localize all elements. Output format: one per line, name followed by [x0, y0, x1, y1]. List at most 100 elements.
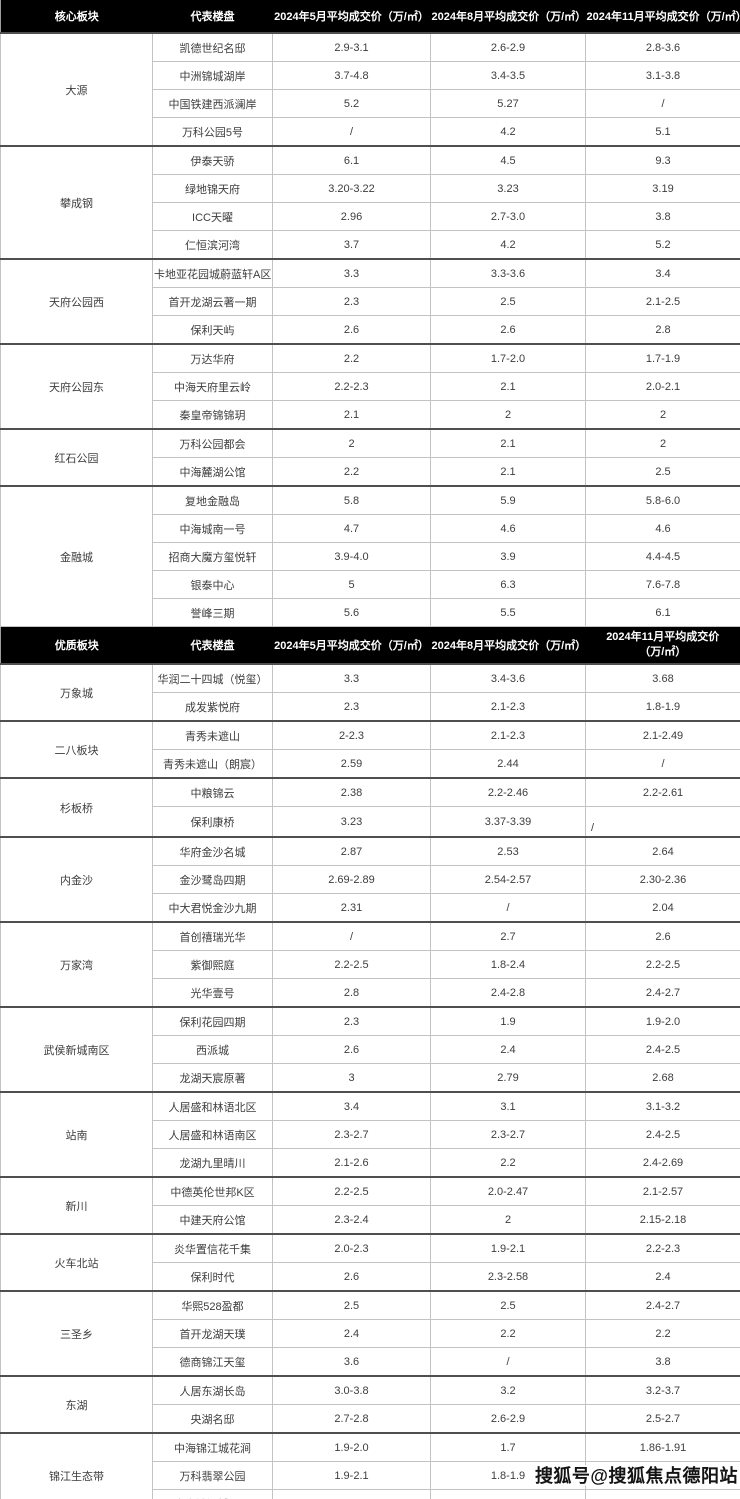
- price-cell-nov: 3.8: [585, 1347, 740, 1377]
- area-cell: 内金沙: [0, 836, 153, 923]
- price-cell-nov: 3.1-3.8: [585, 61, 740, 90]
- price-cell-may: 6.1: [272, 145, 431, 175]
- price-cell-may: 2.3: [272, 1006, 431, 1036]
- price-cell-aug: 1.9-2.1: [430, 1233, 586, 1263]
- price-cell-aug: 2.7-3.0: [430, 202, 586, 231]
- column-header: 2024年5月平均成交价（万/㎡）: [272, 627, 431, 664]
- column-header: 核心板块: [0, 0, 153, 33]
- price-cell-may: 5: [272, 570, 431, 599]
- building-cell: 卡地亚花园城蔚蓝轩A区: [152, 258, 273, 288]
- price-cell-may: 5.2: [272, 89, 431, 118]
- price-cell-nov: 2.04: [585, 893, 740, 923]
- price-cell-aug: 2.1-2.3: [430, 720, 586, 750]
- building-cell: 人居盛和林语北区: [152, 1091, 273, 1121]
- price-cell-nov: 1.8-1.9: [585, 692, 740, 722]
- price-cell-aug: 1.7: [430, 1432, 586, 1462]
- price-cell-aug: 2.6-2.9: [430, 32, 586, 62]
- building-cell: 首开龙湖天璞: [152, 1319, 273, 1348]
- building-cell: 成发紫悦府: [152, 692, 273, 722]
- price-cell-aug: 3.9: [430, 542, 586, 571]
- price-cell-nov: 6.1: [585, 598, 740, 627]
- price-cell-aug: 5.9: [430, 485, 586, 515]
- building-cell: ICC天曜: [152, 202, 273, 231]
- price-cell-nov: 2.4-2.7: [585, 1290, 740, 1320]
- price-cell-nov: 5.2: [585, 230, 740, 260]
- building-cell: 首开龙湖云著一期: [152, 287, 273, 316]
- column-header: 2024年11月平均成交价（万/㎡）: [585, 0, 740, 33]
- area-cell: 天府公园东: [0, 343, 153, 430]
- price-cell-aug: 3.23: [430, 174, 586, 203]
- price-cell-nov: 2.4-2.5: [585, 1120, 740, 1149]
- column-header: 优质板块: [0, 627, 153, 664]
- building-cell: 人居东湖长岛: [152, 1375, 273, 1405]
- price-cell-nov: /: [585, 749, 740, 779]
- price-cell-nov: 1.7-1.9: [585, 343, 740, 373]
- price-cell-may: 2.2-2.5: [272, 950, 431, 979]
- building-cell: 中海锦江城花涧: [152, 1432, 273, 1462]
- price-cell-nov: 2.5-2.7: [585, 1404, 740, 1434]
- price-cell-aug: 2.44: [430, 749, 586, 779]
- price-cell-may: 3.23: [272, 806, 431, 838]
- price-cell-nov: 3.19: [585, 174, 740, 203]
- price-cell-aug: 1.5-1.6: [430, 1489, 586, 1499]
- building-cell: 华府金沙名城: [152, 836, 273, 866]
- price-cell-aug: 3.4-3.6: [430, 663, 586, 693]
- price-cell-aug: 2.79: [430, 1063, 586, 1093]
- building-cell: 保利康桥: [152, 806, 273, 838]
- price-cell-aug: 2.3-2.7: [430, 1120, 586, 1149]
- building-cell: 保利天屿: [152, 315, 273, 345]
- price-cell-aug: 2.6: [430, 315, 586, 345]
- price-cell-may: 2.0-2.3: [272, 1233, 431, 1263]
- price-cell-aug: 2.0-2.47: [430, 1176, 586, 1206]
- price-cell-nov: 2.8-3.6: [585, 32, 740, 62]
- price-cell-aug: 2.6-2.9: [430, 1404, 586, 1434]
- price-cell-aug: 2: [430, 1205, 586, 1235]
- price-cell-may: 2.9-3.1: [272, 32, 431, 62]
- price-cell-nov: /: [585, 806, 740, 838]
- price-cell-may: 2.69-2.89: [272, 865, 431, 894]
- building-cell: 中国铁建西派澜岸: [152, 89, 273, 118]
- price-cell-nov: 4.4-4.5: [585, 542, 740, 571]
- price-cell-may: 2.1-2.6: [272, 1148, 431, 1178]
- building-cell: 青秀未遮山: [152, 720, 273, 750]
- price-cell-nov: 5.1: [585, 117, 740, 147]
- price-cell-may: 2.7-2.8: [272, 1404, 431, 1434]
- price-cell-nov: 3.68: [585, 663, 740, 693]
- building-cell: 中海锦江城云熙: [152, 1489, 273, 1499]
- building-cell: 秦皇帝锦锦玥: [152, 400, 273, 430]
- area-cell: 东湖: [0, 1375, 153, 1434]
- price-cell-nov: 2.1-2.49: [585, 720, 740, 750]
- price-cell-may: 4.7: [272, 514, 431, 543]
- column-header: 代表楼盘: [152, 627, 273, 664]
- price-cell-may: 2.2: [272, 343, 431, 373]
- area-cell: 万象城: [0, 663, 153, 722]
- area-cell: 武侯新城南区: [0, 1006, 153, 1093]
- building-cell: 人居盛和林语南区: [152, 1120, 273, 1149]
- column-header: 2024年8月平均成交价（万/㎡）: [430, 627, 586, 664]
- building-cell: 中洲锦城湖岸: [152, 61, 273, 90]
- price-cell-nov: 7.6-7.8: [585, 570, 740, 599]
- price-cell-nov: 1.9-2.0: [585, 1006, 740, 1036]
- price-cell-aug: 2.4: [430, 1035, 586, 1064]
- building-cell: 伊泰天骄: [152, 145, 273, 175]
- price-cell-nov: 2.2-2.5: [585, 950, 740, 979]
- price-cell-aug: 2.5: [430, 1290, 586, 1320]
- price-cell-aug: /: [430, 893, 586, 923]
- price-cell-may: 1.8: [272, 1489, 431, 1499]
- price-cell-nov: 3.1-3.2: [585, 1091, 740, 1121]
- building-cell: 德商锦江天玺: [152, 1347, 273, 1377]
- building-cell: 万科公园都会: [152, 428, 273, 458]
- price-cell-may: /: [272, 117, 431, 147]
- price-cell-aug: 5.5: [430, 598, 586, 627]
- price-cell-nov: 2.1-2.57: [585, 1176, 740, 1206]
- price-cell-may: 3.9-4.0: [272, 542, 431, 571]
- price-cell-aug: 2.2-2.46: [430, 777, 586, 807]
- price-cell-aug: 2.3-2.58: [430, 1262, 586, 1292]
- building-cell: 中德英伦世邦K区: [152, 1176, 273, 1206]
- column-header: 2024年11月平均成交价（万/㎡）: [585, 627, 740, 664]
- price-cell-may: 2.3: [272, 692, 431, 722]
- price-cell-may: 2.96: [272, 202, 431, 231]
- price-cell-nov: 2.64: [585, 836, 740, 866]
- price-cell-aug: 2.1-2.3: [430, 692, 586, 722]
